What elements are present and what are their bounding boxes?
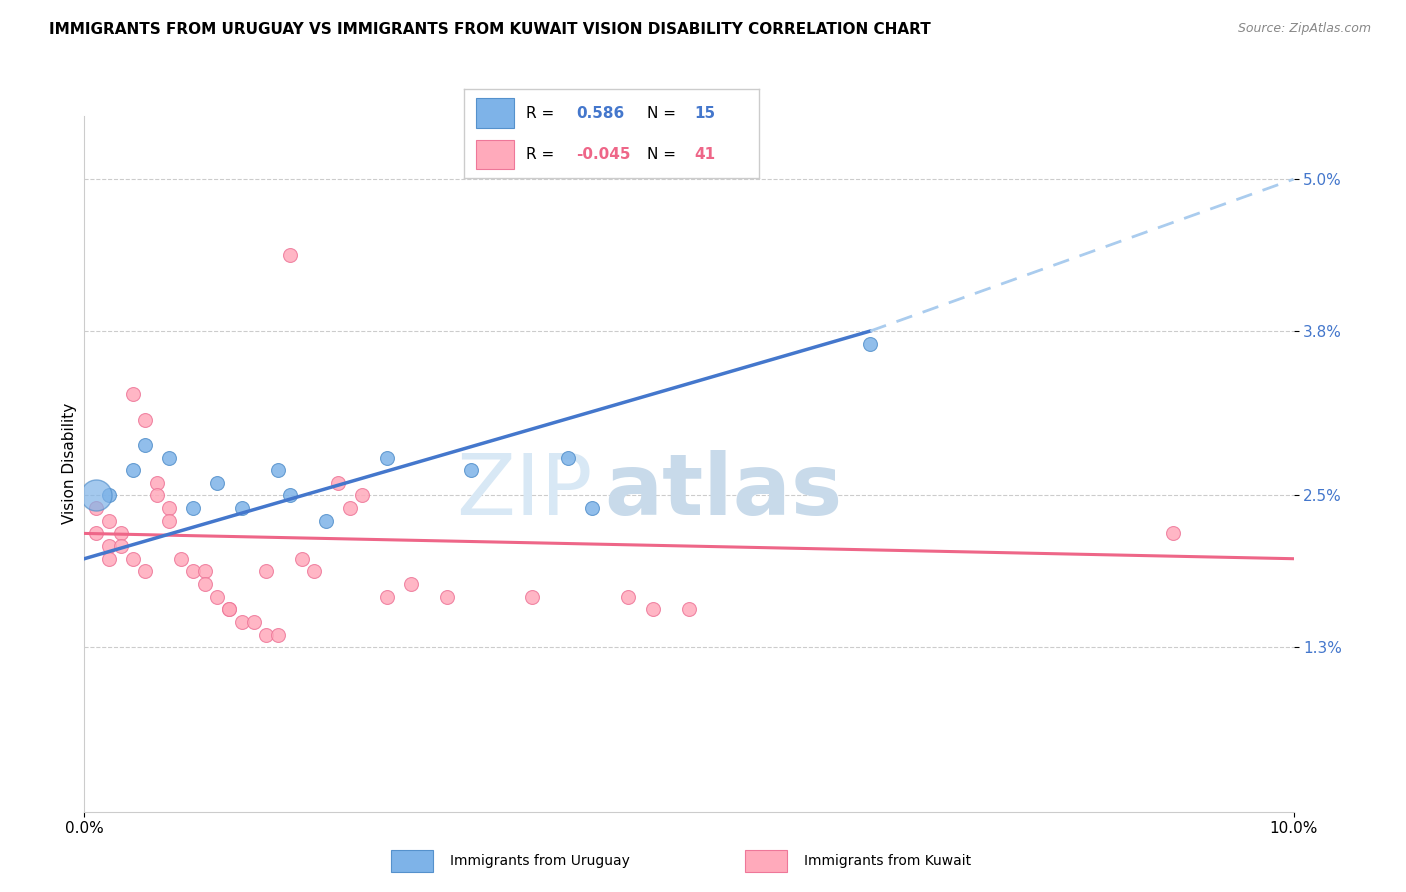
Point <box>242 615 264 629</box>
Point <box>581 501 603 516</box>
Point <box>278 488 301 502</box>
Point <box>375 590 398 604</box>
Point <box>557 450 579 465</box>
Point <box>267 463 290 477</box>
Text: R =: R = <box>526 106 554 120</box>
Point <box>97 551 120 566</box>
Text: ZIP: ZIP <box>456 450 592 533</box>
Point <box>231 615 253 629</box>
Text: N =: N = <box>647 147 676 161</box>
Y-axis label: Vision Disability: Vision Disability <box>62 403 77 524</box>
Point <box>339 501 361 516</box>
Point <box>110 539 132 553</box>
Point <box>375 450 398 465</box>
Point <box>121 387 143 401</box>
Bar <box>391 849 433 872</box>
Text: Immigrants from Kuwait: Immigrants from Kuwait <box>804 854 972 868</box>
Point <box>121 551 143 566</box>
Point <box>278 248 301 262</box>
Point <box>194 565 217 579</box>
Point <box>267 627 290 641</box>
Point <box>520 590 543 604</box>
Point <box>86 501 108 516</box>
Point <box>436 590 458 604</box>
Text: atlas: atlas <box>605 450 842 533</box>
Point <box>170 551 193 566</box>
Point <box>207 590 229 604</box>
Text: 41: 41 <box>695 147 716 161</box>
Point <box>399 577 422 591</box>
Point <box>617 590 640 604</box>
Point <box>460 463 482 477</box>
Point <box>302 565 325 579</box>
Point <box>157 501 180 516</box>
Point <box>207 475 229 490</box>
Point <box>231 501 253 516</box>
Point <box>254 565 277 579</box>
Point <box>97 488 120 502</box>
Point <box>181 565 204 579</box>
Point <box>678 602 700 616</box>
Point <box>157 514 180 528</box>
Point <box>315 514 337 528</box>
Point <box>352 488 374 502</box>
Text: -0.045: -0.045 <box>576 147 631 161</box>
Point <box>328 475 350 490</box>
Point <box>641 602 664 616</box>
Point <box>194 577 217 591</box>
Point <box>121 463 143 477</box>
Point <box>146 475 169 490</box>
Point <box>291 551 314 566</box>
Text: 0.586: 0.586 <box>576 106 624 120</box>
Text: Immigrants from Uruguay: Immigrants from Uruguay <box>450 854 630 868</box>
Point <box>110 526 132 541</box>
Point <box>86 526 108 541</box>
Point <box>146 488 169 502</box>
Bar <box>745 849 787 872</box>
Bar <box>475 140 515 169</box>
Point <box>86 488 108 502</box>
Text: R =: R = <box>526 147 554 161</box>
Point <box>134 412 156 426</box>
Point <box>218 602 240 616</box>
Text: IMMIGRANTS FROM URUGUAY VS IMMIGRANTS FROM KUWAIT VISION DISABILITY CORRELATION : IMMIGRANTS FROM URUGUAY VS IMMIGRANTS FR… <box>49 22 931 37</box>
Point <box>157 450 180 465</box>
Point <box>1161 526 1184 541</box>
Text: N =: N = <box>647 106 676 120</box>
Point <box>218 602 240 616</box>
Point <box>97 514 120 528</box>
Point <box>859 336 882 351</box>
Point <box>134 565 156 579</box>
Text: 15: 15 <box>695 106 716 120</box>
Point <box>97 539 120 553</box>
Point <box>134 438 156 452</box>
Bar <box>475 98 515 128</box>
Text: Source: ZipAtlas.com: Source: ZipAtlas.com <box>1237 22 1371 36</box>
Point <box>254 627 277 641</box>
Point <box>181 501 204 516</box>
